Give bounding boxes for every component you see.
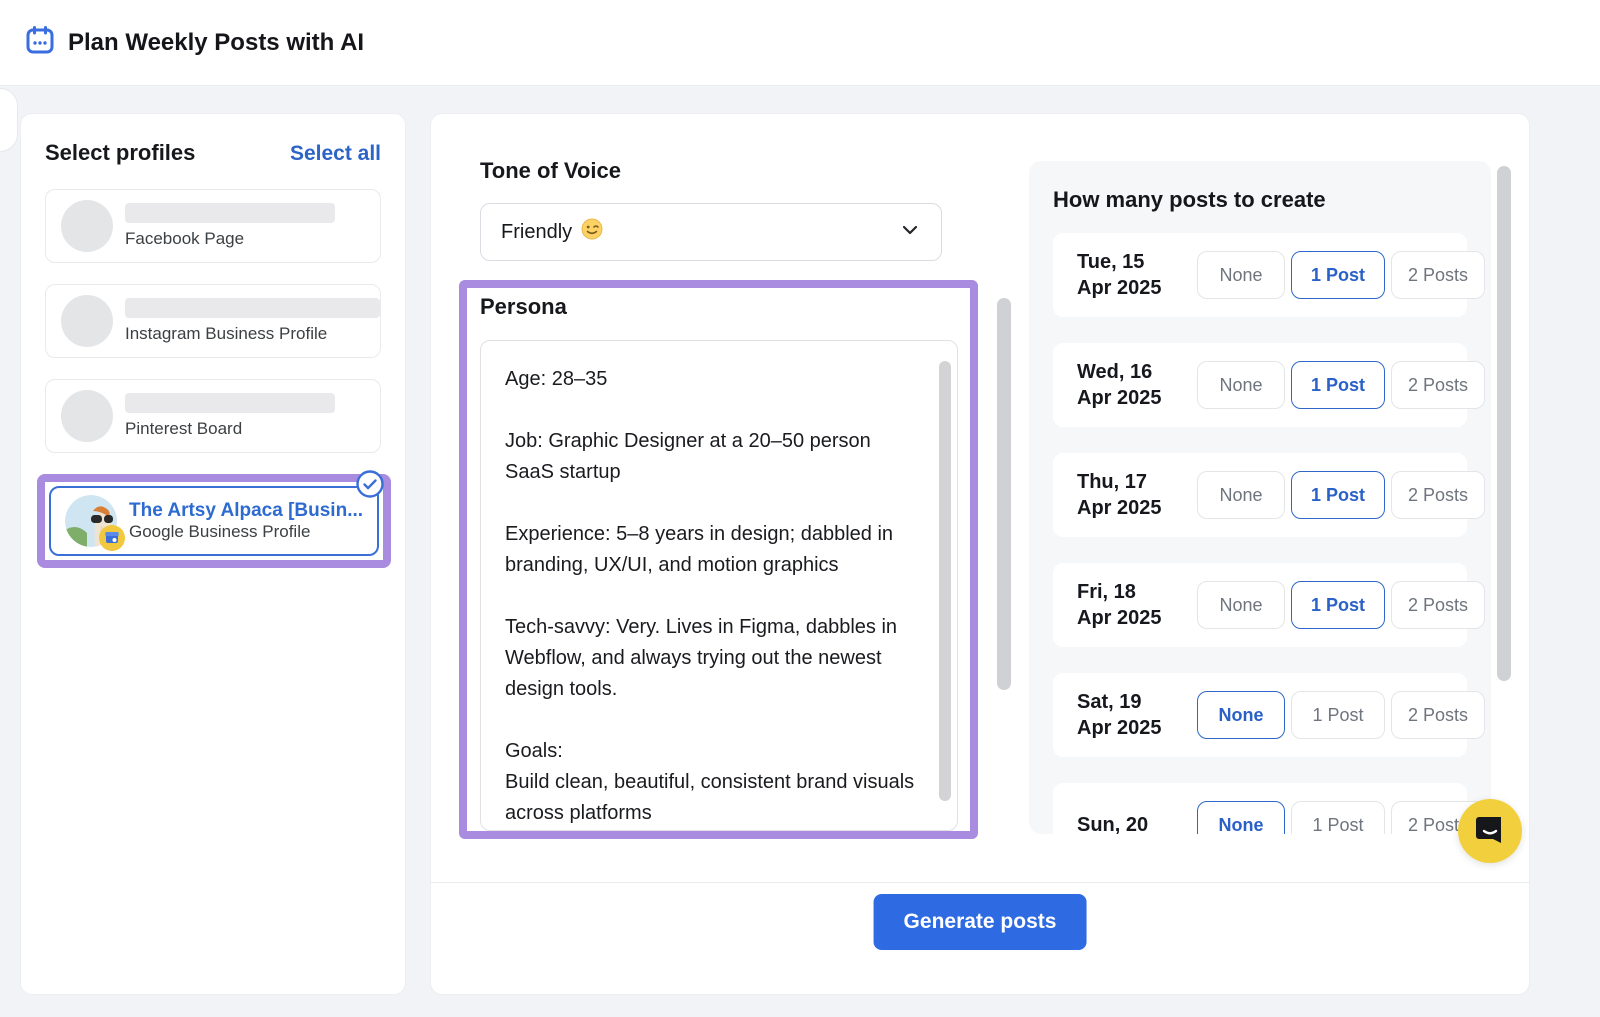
calendar-icon [26,26,54,59]
redacted-profile-name [125,298,380,318]
post-count-option-1-post[interactable]: 1 Post [1291,361,1385,409]
persona-paragraph: Experience: 5–8 years in design; dabbled… [505,523,894,576]
date-label: Apr 2025 [1077,717,1162,739]
profile-card[interactable]: Pinterest Board [45,379,381,453]
post-count-options: None 1 Post 2 Posts [1197,581,1485,629]
posts-count-panel: How many posts to create Tue, 15 Apr 202… [1029,161,1491,834]
day-date-label: Sun, 20 [1077,812,1197,834]
profile-type-label: Pinterest Board [125,419,243,438]
post-count-option-2-posts[interactable]: 2 Posts [1391,581,1485,629]
redacted-profile-name [125,203,335,223]
day-row: Thu, 17 Apr 2025 None 1 Post 2 Posts [1053,453,1485,537]
selected-profile-highlight: The Artsy Alpaca [Busin... Google Busine… [37,470,391,568]
date-label: Apr 2025 [1077,387,1162,409]
profile-type-label: Facebook Page [125,229,245,248]
profile-card[interactable]: Instagram Business Profile [45,284,381,358]
avatar [65,495,125,551]
day-label: Thu, 17 [1077,471,1148,493]
day-label: Wed, 16 [1077,361,1153,383]
post-count-option-1-post[interactable]: 1 Post [1291,251,1385,299]
post-count-option-2-posts[interactable]: 2 Posts [1391,361,1485,409]
post-count-options: None 1 Post 2 Posts [1197,361,1485,409]
day-row: Sat, 19 Apr 2025 None 1 Post 2 Posts [1053,673,1485,757]
tone-of-voice-label: Tone of Voice [480,158,621,183]
post-count-options: None 1 Post 2 Posts [1197,801,1485,834]
chevron-down-icon [899,219,921,246]
page-title: Plan Weekly Posts with AI [68,28,365,56]
chat-launcher-button[interactable] [1458,799,1522,863]
tone-selected-value: Friendly [501,220,573,243]
persona-label: Persona [480,294,567,319]
post-count-options: None 1 Post 2 Posts [1197,471,1485,519]
date-label: Apr 2025 [1077,497,1162,519]
footer-divider [431,882,1529,883]
day-label: Sun, 20 [1077,814,1149,834]
chat-bubble-icon [1473,812,1507,851]
profiles-list: Facebook Page Instagram Business Profile… [37,189,391,568]
post-count-option-1-post[interactable]: 1 Post [1291,801,1385,834]
avatar [61,390,113,442]
post-count-option-2-posts[interactable]: 2 Posts [1391,691,1485,739]
persona-paragraph: Tech-savvy: Very. Lives in Figma, dabble… [505,616,898,700]
posts-count-title: How many posts to create [1053,187,1326,212]
post-count-option-2-posts[interactable]: 2 Posts [1391,471,1485,519]
day-date-label: Tue, 15 Apr 2025 [1077,249,1197,301]
post-count-option-none[interactable]: None [1197,251,1285,299]
day-row: Tue, 15 Apr 2025 None 1 Post 2 Posts [1053,233,1485,317]
generate-posts-button[interactable]: Generate posts [873,894,1087,950]
background-panel-corner [0,88,18,152]
date-label: Apr 2025 [1077,277,1162,299]
post-count-option-none[interactable]: None [1197,471,1285,519]
content-scrollbar[interactable] [997,298,1011,690]
posts-panel-scrollbar[interactable] [1497,166,1511,681]
post-count-option-none[interactable]: None [1197,691,1285,739]
date-label: Apr 2025 [1077,607,1162,629]
profile-name: The Artsy Alpaca [Busin... [129,500,364,521]
post-count-option-2-posts[interactable]: 2 Posts [1391,251,1485,299]
post-count-option-1-post[interactable]: 1 Post [1291,691,1385,739]
days-list: Tue, 15 Apr 2025 None 1 Post 2 Posts Wed, … [1053,233,1485,834]
tone-of-voice-select[interactable]: Friendly [480,203,942,261]
profile-card-selected[interactable]: The Artsy Alpaca [Busin... Google Busine… [49,486,379,556]
post-count-option-1-post[interactable]: 1 Post [1291,471,1385,519]
winking-face-icon [580,217,604,247]
check-circle-icon [356,470,384,498]
persona-paragraph: Goals: Build clean, beautiful, consisten… [505,740,915,824]
redacted-profile-name [125,393,335,413]
select-profiles-panel: Select profiles Select all Facebook Page… [20,113,406,995]
select-profiles-title: Select profiles [45,140,196,165]
day-date-label: Sat, 19 Apr 2025 [1077,689,1197,741]
page-header: Plan Weekly Posts with AI [0,0,1600,86]
persona-text: Age: 28–35 Job: Graphic Designer at a 20–… [505,364,917,829]
day-date-label: Wed, 16 Apr 2025 [1077,359,1197,411]
day-row: Wed, 16 Apr 2025 None 1 Post 2 Posts [1053,343,1485,427]
post-count-option-none[interactable]: None [1197,801,1285,834]
profile-type-label: Google Business Profile [129,522,311,541]
post-count-option-none[interactable]: None [1197,361,1285,409]
avatar [61,295,113,347]
persona-paragraph: Age: 28–35 [505,368,608,390]
plan-settings-card: Tone of Voice Friendly Persona Age: 28–3… [430,113,1530,995]
select-all-link[interactable]: Select all [289,142,381,165]
day-label: Fri, 18 [1077,581,1136,603]
post-count-option-none[interactable]: None [1197,581,1285,629]
day-label: Tue, 15 [1077,251,1145,273]
day-date-label: Fri, 18 Apr 2025 [1077,579,1197,631]
avatar [61,200,113,252]
day-label: Sat, 19 [1077,691,1142,713]
post-count-options: None 1 Post 2 Posts [1197,691,1485,739]
day-date-label: Thu, 17 Apr 2025 [1077,469,1197,521]
post-count-options: None 1 Post 2 Posts [1197,251,1485,299]
persona-scrollbar[interactable] [939,361,951,801]
persona-paragraph: Job: Graphic Designer at a 20–50 person … [505,430,871,483]
post-count-option-1-post[interactable]: 1 Post [1291,581,1385,629]
profile-card[interactable]: Facebook Page [45,189,381,263]
profile-type-label: Instagram Business Profile [125,324,328,343]
google-business-badge-icon [99,525,125,551]
persona-highlight-box: Persona Age: 28–35 Job: Graphic Designer … [459,280,978,839]
day-row: Sun, 20 None 1 Post 2 Posts [1053,783,1485,834]
day-row: Fri, 18 Apr 2025 None 1 Post 2 Posts [1053,563,1485,647]
persona-textarea[interactable]: Age: 28–35 Job: Graphic Designer at a 20–… [480,340,958,831]
